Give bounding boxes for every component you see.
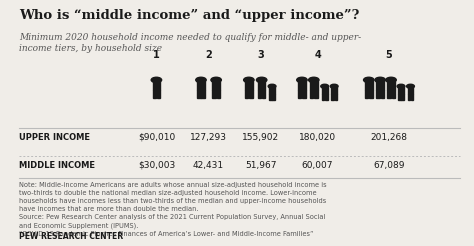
- Text: Minimum 2020 household income needed to qualify for middle- and upper-
income ti: Minimum 2020 household income needed to …: [19, 33, 361, 53]
- Text: 51,967: 51,967: [245, 161, 276, 170]
- Text: 180,020: 180,020: [299, 133, 336, 141]
- Text: 201,268: 201,268: [370, 133, 407, 141]
- Text: 4: 4: [314, 50, 321, 60]
- Text: PEW RESEARCH CENTER: PEW RESEARCH CENTER: [19, 232, 123, 241]
- Text: UPPER INCOME: UPPER INCOME: [19, 133, 90, 141]
- Text: 127,293: 127,293: [190, 133, 227, 141]
- Text: 5: 5: [385, 50, 392, 60]
- Text: 3: 3: [257, 50, 264, 60]
- Text: 155,902: 155,902: [242, 133, 279, 141]
- Text: 42,431: 42,431: [193, 161, 224, 170]
- Text: Who is “middle income” and “upper income”?: Who is “middle income” and “upper income…: [19, 9, 359, 22]
- Text: Note: Middle-income Americans are adults whose annual size-adjusted household in: Note: Middle-income Americans are adults…: [19, 182, 327, 237]
- Text: $90,010: $90,010: [138, 133, 175, 141]
- Text: 60,007: 60,007: [302, 161, 333, 170]
- Text: 67,089: 67,089: [373, 161, 404, 170]
- Text: MIDDLE INCOME: MIDDLE INCOME: [19, 161, 95, 170]
- Text: 2: 2: [205, 50, 212, 60]
- Text: $30,003: $30,003: [138, 161, 175, 170]
- Text: 1: 1: [153, 50, 160, 60]
